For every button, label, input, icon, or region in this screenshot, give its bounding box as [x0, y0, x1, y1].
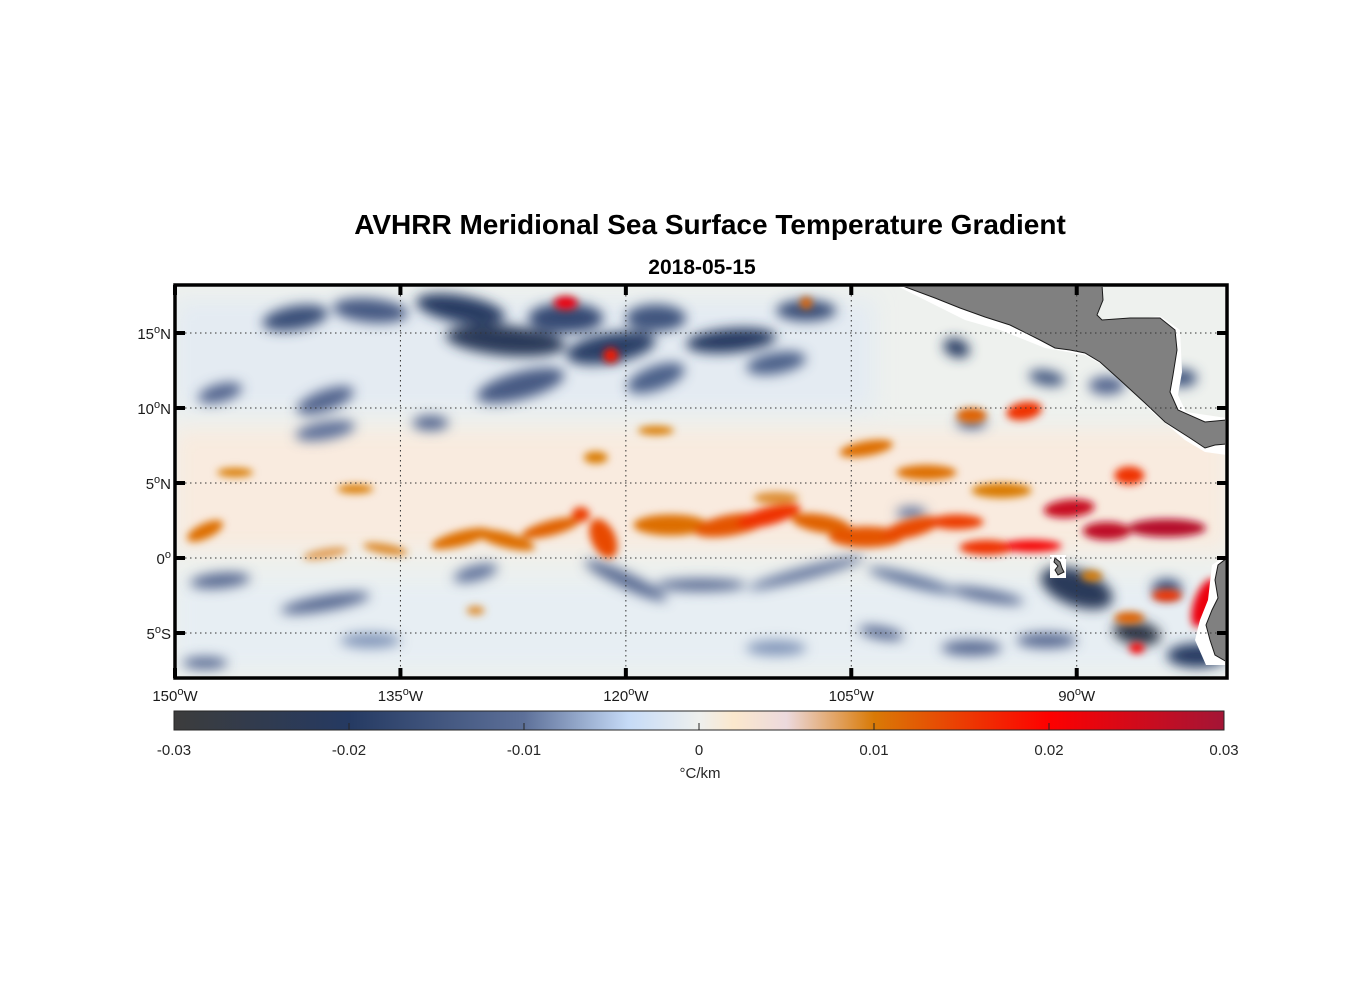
negative-gradient-patch — [416, 293, 506, 325]
positive-gradient-patch — [959, 540, 1014, 555]
y-tick-labels: 15oN 10oN 5oN 0o 5oS — [137, 324, 171, 643]
negative-gradient-patch — [746, 640, 807, 656]
positive-gradient-patch — [1127, 519, 1206, 537]
positive-gradient-patch — [637, 426, 674, 435]
negative-gradient-patch — [340, 633, 401, 648]
negative-gradient-patch — [182, 657, 228, 669]
x-tick-label: 150oW — [152, 686, 198, 705]
negative-gradient-patch — [941, 640, 1002, 656]
colorbar-tick-label: -0.01 — [507, 742, 541, 759]
positive-gradient-patch — [633, 514, 709, 536]
positive-gradient-patch — [1081, 570, 1103, 582]
positive-gradient-patch — [583, 451, 608, 464]
negative-gradient-patch — [867, 567, 955, 594]
negative-gradient-patch — [262, 304, 328, 332]
positive-gradient-patch — [363, 542, 408, 556]
positive-gradient-patch — [956, 408, 987, 423]
y-tick-label: 0o — [157, 549, 171, 568]
colorbar-tick-label: 0.03 — [1209, 742, 1238, 759]
positive-gradient-patch — [929, 514, 984, 530]
positive-gradient-patch — [521, 517, 580, 539]
x-tick-label: 135oW — [378, 686, 424, 705]
map-field — [177, 287, 1225, 676]
colorbar-tick-label: 0.02 — [1034, 742, 1063, 759]
negative-gradient-patch — [655, 579, 747, 591]
positive-gradient-patch — [1129, 642, 1145, 654]
land-galapagos — [1053, 557, 1065, 576]
negative-gradient-patch — [476, 368, 565, 403]
positive-gradient-patch — [476, 529, 535, 551]
positive-gradient-patch — [1082, 522, 1131, 540]
positive-gradient-patch — [971, 483, 1032, 498]
positive-gradient-patch — [217, 468, 254, 477]
negative-gradient-patch — [776, 300, 837, 321]
positive-gradient-patch — [589, 518, 618, 559]
positive-gradient-patch — [431, 527, 490, 550]
positive-gradient-patch — [1114, 612, 1145, 624]
positive-gradient-patch — [1043, 499, 1095, 518]
negative-gradient-patch — [190, 572, 251, 589]
chart-title: AVHRR Meridional Sea Surface Temperature… — [354, 209, 1066, 240]
negative-gradient-patch — [1088, 376, 1125, 395]
negative-gradient-patch — [949, 586, 1024, 605]
positive-gradient-patch — [791, 513, 851, 534]
negative-gradient-patch — [1028, 369, 1065, 387]
positive-gradient-patch — [1114, 466, 1145, 485]
x-tick-labels: 150oW 135oW 120oW 105oW 90oW — [152, 686, 1096, 705]
y-tick-label: 5oS — [147, 624, 171, 643]
positive-gradient-patch — [839, 439, 893, 458]
positive-gradient-patch — [571, 507, 590, 522]
negative-gradient-patch — [748, 556, 865, 590]
positive-gradient-patch — [753, 492, 799, 504]
positive-gradient-patch — [303, 547, 348, 560]
x-tick-label: 90oW — [1058, 686, 1096, 705]
negative-gradient-patch — [198, 382, 242, 404]
negative-gradient-patch — [332, 298, 408, 323]
x-tick-label: 105oW — [829, 686, 875, 705]
negative-gradient-patch — [686, 327, 776, 354]
colorbar-tick-label: -0.03 — [157, 742, 191, 759]
positive-gradient-patch — [1151, 589, 1182, 602]
negative-gradient-patch — [453, 563, 498, 583]
land-central-america — [903, 287, 1225, 449]
negative-gradient-patch — [1016, 633, 1077, 648]
negative-gradient-patch — [746, 351, 806, 375]
y-tick-label: 5oN — [146, 474, 171, 493]
positive-gradient-patch — [603, 348, 619, 363]
negative-gradient-patch — [1113, 620, 1161, 646]
negative-gradient-patch — [528, 303, 604, 333]
negative-gradient-patch — [625, 304, 686, 332]
negative-gradient-patch — [412, 415, 449, 431]
negative-gradient-patch — [280, 592, 370, 614]
y-tick-label: 15oN — [137, 324, 171, 343]
negative-gradient-patch — [295, 420, 355, 441]
y-tick-label: 10oN — [137, 399, 171, 418]
negative-gradient-patch — [896, 507, 927, 519]
colorbar-label: °C/km — [680, 765, 721, 782]
positive-gradient-patch — [800, 297, 813, 309]
axis-ticks — [173, 285, 1227, 678]
colorbar-tick-label: -0.02 — [332, 742, 366, 759]
positive-gradient-patch — [882, 516, 941, 540]
colorbar-tick-label: 0 — [695, 742, 703, 759]
positive-gradient-patch — [187, 520, 224, 542]
gridlines — [177, 287, 1225, 676]
x-tick-label: 120oW — [603, 686, 649, 705]
colorbar-tick-label: 0.01 — [859, 742, 888, 759]
land — [899, 287, 1225, 665]
positive-gradient-patch — [553, 296, 578, 310]
land-south-america — [1205, 558, 1225, 662]
negative-gradient-patch — [627, 362, 685, 394]
negative-gradient-patch — [943, 338, 970, 358]
positive-gradient-patch — [1006, 401, 1042, 421]
positive-gradient-patch — [466, 606, 485, 615]
chart-subtitle: 2018-05-15 — [648, 256, 756, 279]
positive-gradient-patch — [1001, 540, 1062, 552]
positive-gradient-patch — [896, 465, 957, 480]
positive-gradient-patch — [337, 484, 374, 494]
positive-gradient-patch — [736, 503, 801, 529]
colorbar-ticks: -0.03 -0.02 -0.01 0 0.01 0.02 0.03 — [157, 723, 1239, 759]
